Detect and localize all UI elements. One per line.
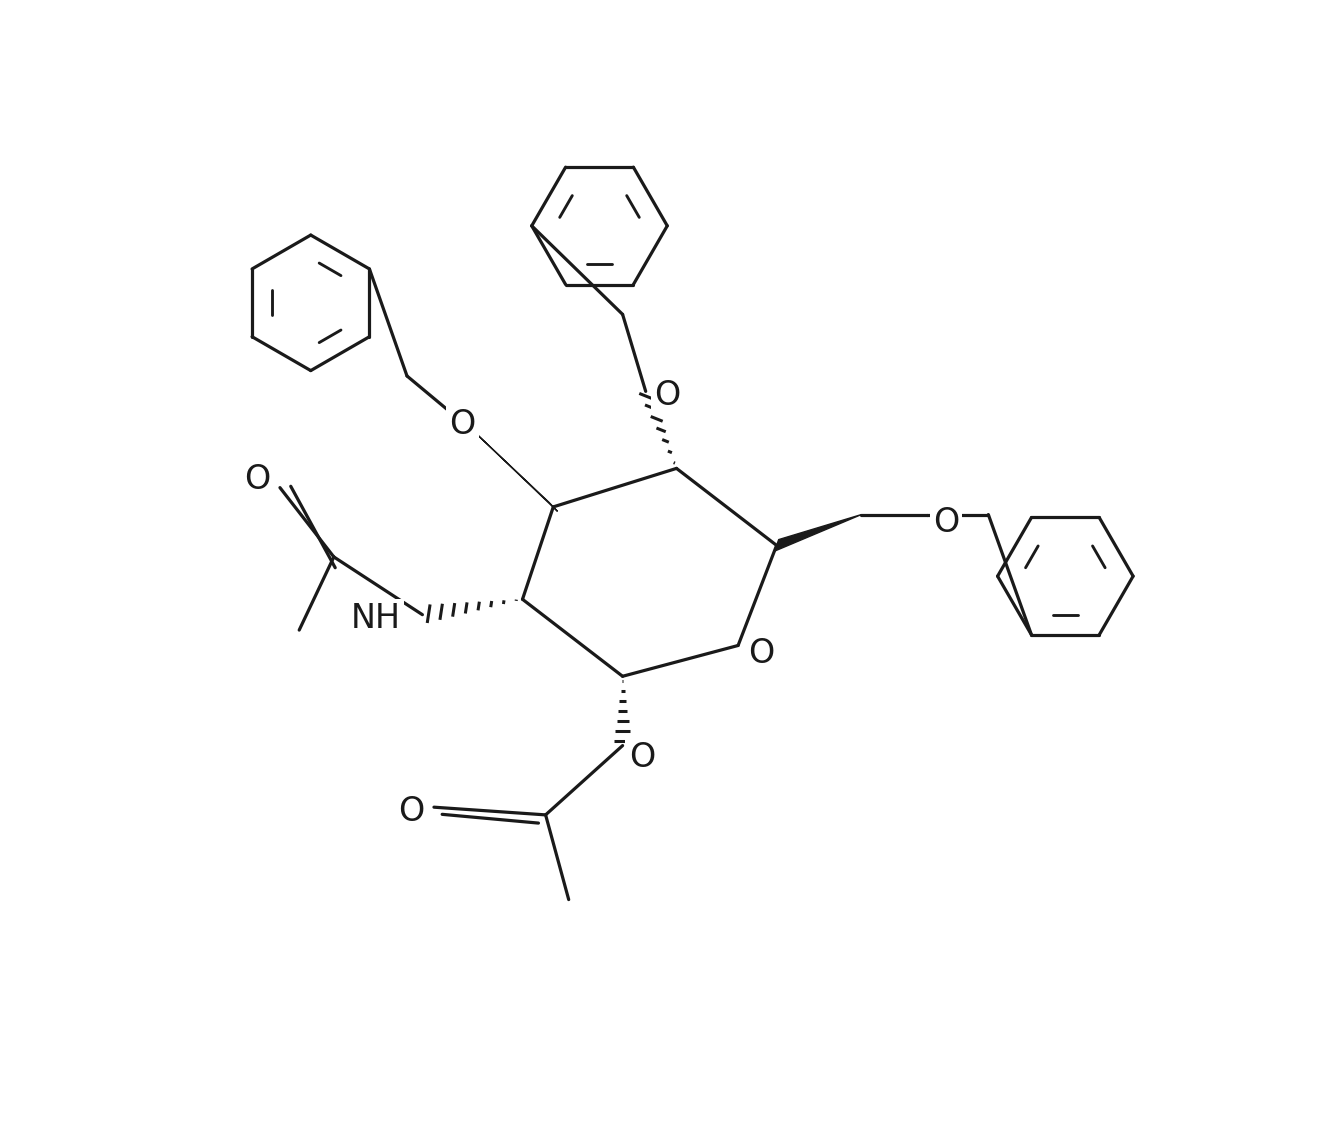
Text: O: O [748, 637, 775, 669]
Text: O: O [244, 463, 271, 496]
Polygon shape [477, 434, 557, 511]
Text: O: O [397, 795, 424, 827]
Text: O: O [628, 740, 655, 773]
Text: O: O [933, 506, 960, 539]
Polygon shape [775, 515, 861, 551]
Text: O: O [655, 379, 680, 412]
Text: NH: NH [351, 602, 401, 635]
Text: O: O [449, 408, 475, 440]
